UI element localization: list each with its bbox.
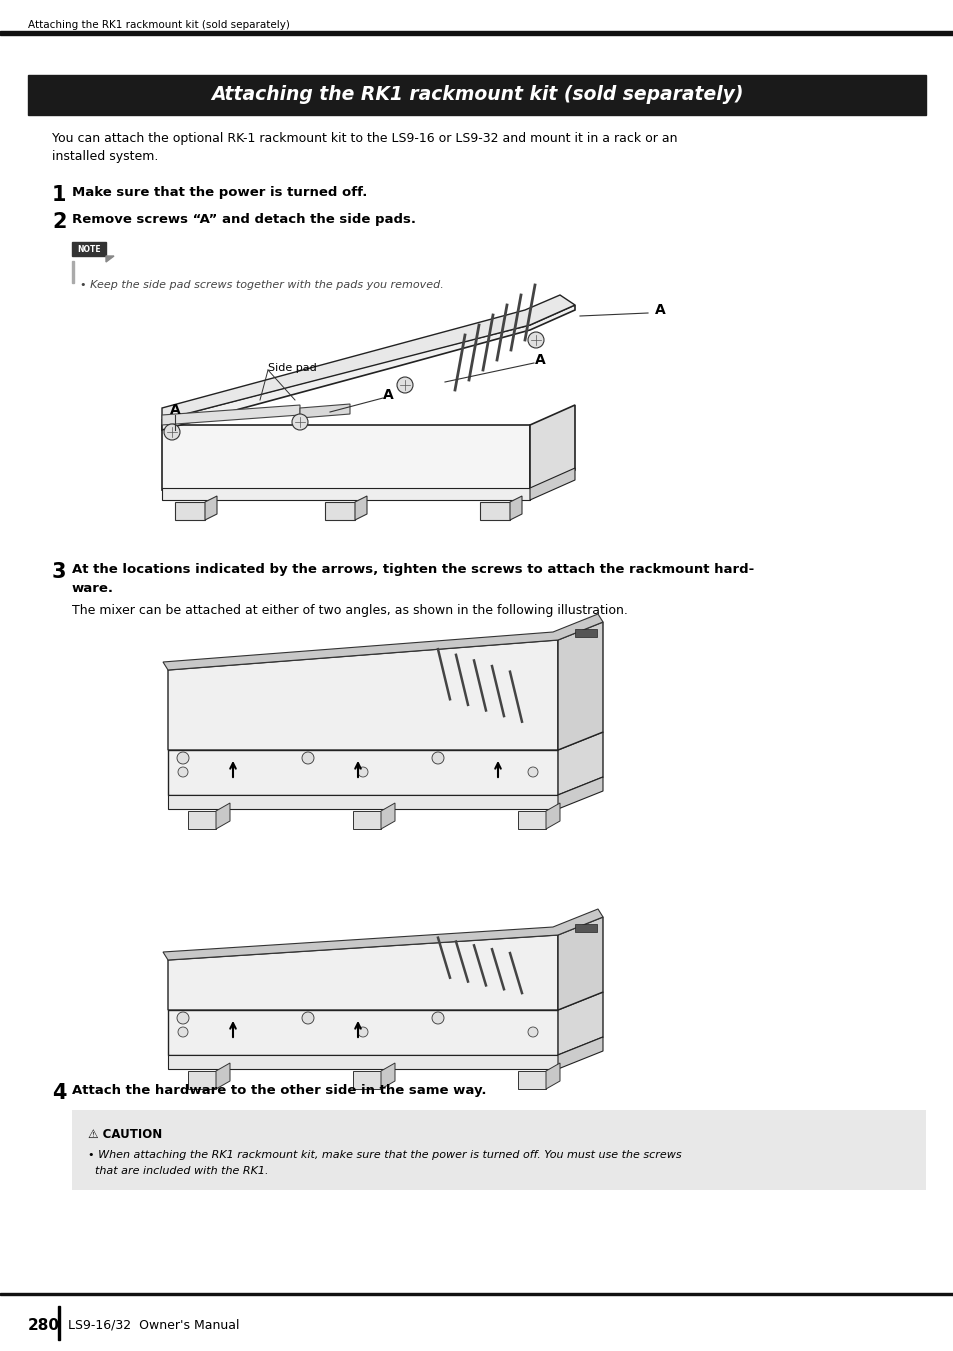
- Text: At the locations indicated by the arrows, tighten the screws to attach the rackm: At the locations indicated by the arrows…: [71, 563, 754, 576]
- Circle shape: [432, 1012, 443, 1024]
- Bar: [168, 794, 558, 809]
- Polygon shape: [106, 255, 113, 262]
- Bar: [517, 1071, 545, 1089]
- Circle shape: [177, 1012, 189, 1024]
- Polygon shape: [168, 640, 558, 750]
- Text: NOTE: NOTE: [77, 245, 101, 254]
- Bar: [0, 1293, 953, 1296]
- Circle shape: [302, 1012, 314, 1024]
- Circle shape: [164, 424, 180, 440]
- Text: Make sure that the power is turned off.: Make sure that the power is turned off.: [71, 186, 367, 199]
- Bar: [168, 1011, 558, 1055]
- Circle shape: [396, 377, 413, 393]
- Circle shape: [302, 753, 314, 765]
- Text: that are included with the RK1.: that are included with the RK1.: [88, 1166, 268, 1175]
- Text: You can attach the optional RK-1 rackmount kit to the LS9-16 or LS9-32 and mount: You can attach the optional RK-1 rackmou…: [52, 132, 677, 145]
- Polygon shape: [163, 613, 602, 670]
- Polygon shape: [163, 909, 602, 961]
- Text: A: A: [170, 403, 180, 417]
- Text: Attach the hardware to the other side in the same way.: Attach the hardware to the other side in…: [71, 1084, 486, 1097]
- Text: 3: 3: [52, 562, 67, 582]
- Bar: [71, 261, 74, 282]
- Polygon shape: [558, 917, 602, 1011]
- Text: Remove screws “A” and detach the side pads.: Remove screws “A” and detach the side pa…: [71, 213, 416, 226]
- Text: A: A: [534, 353, 545, 367]
- Bar: [575, 924, 597, 932]
- Polygon shape: [215, 802, 230, 830]
- Bar: [479, 503, 510, 520]
- Polygon shape: [530, 467, 575, 500]
- Polygon shape: [558, 621, 602, 750]
- Bar: [325, 503, 355, 520]
- Polygon shape: [510, 496, 521, 520]
- Polygon shape: [215, 1063, 230, 1089]
- Polygon shape: [380, 1063, 395, 1089]
- Text: ware.: ware.: [71, 582, 113, 594]
- Text: The mixer can be attached at either of two angles, as shown in the following ill: The mixer can be attached at either of t…: [71, 604, 627, 617]
- Bar: [162, 488, 530, 500]
- Bar: [188, 811, 215, 830]
- Text: 4: 4: [52, 1084, 67, 1102]
- Circle shape: [527, 332, 543, 349]
- Circle shape: [292, 413, 308, 430]
- Bar: [0, 31, 953, 35]
- Text: 1: 1: [52, 185, 67, 205]
- Polygon shape: [558, 732, 602, 794]
- Bar: [58, 1306, 60, 1340]
- Bar: [517, 811, 545, 830]
- Circle shape: [178, 767, 188, 777]
- Polygon shape: [355, 496, 367, 520]
- Text: A: A: [382, 388, 393, 403]
- Polygon shape: [530, 405, 575, 490]
- Polygon shape: [558, 992, 602, 1055]
- Polygon shape: [299, 404, 350, 417]
- Polygon shape: [162, 405, 299, 426]
- Bar: [174, 503, 205, 520]
- Circle shape: [357, 1027, 368, 1038]
- Bar: [168, 1055, 558, 1069]
- Polygon shape: [162, 295, 575, 420]
- Text: A: A: [654, 303, 664, 317]
- Polygon shape: [545, 1063, 559, 1089]
- Circle shape: [527, 767, 537, 777]
- Bar: [168, 750, 558, 794]
- Bar: [188, 1071, 215, 1089]
- Bar: [353, 811, 380, 830]
- Text: 280: 280: [28, 1317, 60, 1332]
- Polygon shape: [162, 305, 575, 430]
- Text: 2: 2: [52, 212, 67, 232]
- Bar: [575, 630, 597, 638]
- Polygon shape: [558, 1038, 602, 1069]
- Circle shape: [527, 1027, 537, 1038]
- Text: ⚠ CAUTION: ⚠ CAUTION: [88, 1128, 162, 1142]
- Bar: [353, 1071, 380, 1089]
- Text: LS9-16/32  Owner's Manual: LS9-16/32 Owner's Manual: [68, 1319, 239, 1332]
- Text: installed system.: installed system.: [52, 150, 158, 163]
- Polygon shape: [168, 935, 558, 1011]
- Polygon shape: [558, 777, 602, 809]
- Circle shape: [432, 753, 443, 765]
- Polygon shape: [380, 802, 395, 830]
- Text: Attaching the RK1 rackmount kit (sold separately): Attaching the RK1 rackmount kit (sold se…: [28, 20, 290, 30]
- Circle shape: [178, 1027, 188, 1038]
- Circle shape: [357, 767, 368, 777]
- Text: • When attaching the RK1 rackmount kit, make sure that the power is turned off. : • When attaching the RK1 rackmount kit, …: [88, 1150, 680, 1161]
- Text: Attaching the RK1 rackmount kit (sold separately): Attaching the RK1 rackmount kit (sold se…: [211, 85, 742, 104]
- Text: Side pad: Side pad: [268, 363, 316, 373]
- Bar: [162, 426, 530, 490]
- Bar: [28, 76, 925, 115]
- Polygon shape: [545, 802, 559, 830]
- Circle shape: [177, 753, 189, 765]
- Polygon shape: [205, 496, 216, 520]
- Bar: [71, 1111, 925, 1190]
- Bar: [71, 242, 106, 255]
- Text: • Keep the side pad screws together with the pads you removed.: • Keep the side pad screws together with…: [80, 280, 443, 290]
